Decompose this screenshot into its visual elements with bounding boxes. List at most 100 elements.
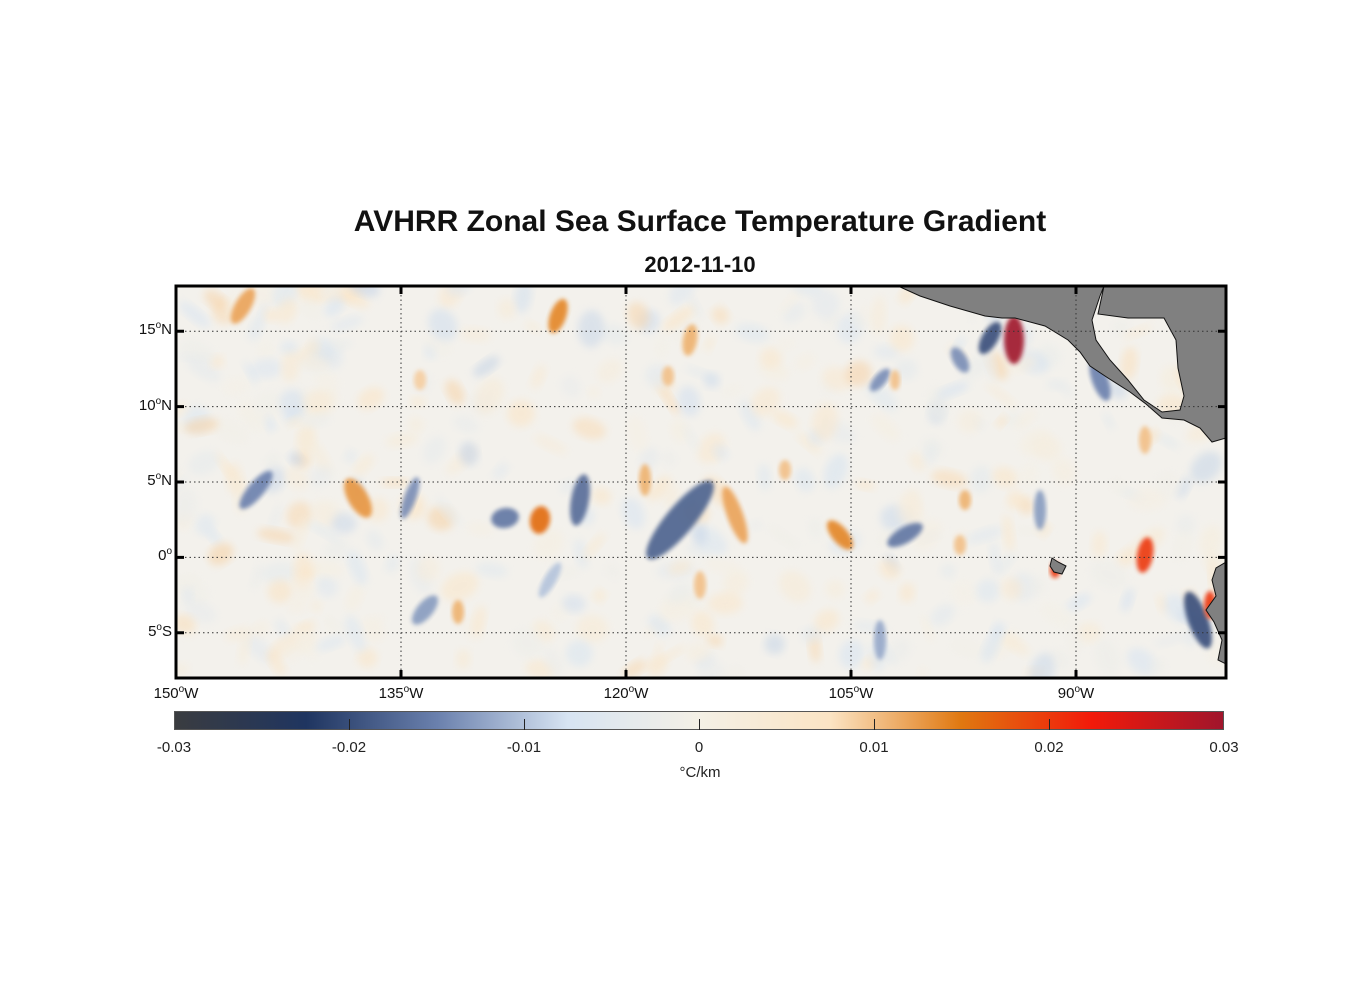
gradient-patch xyxy=(473,356,500,377)
axis-ticks xyxy=(174,286,1226,678)
gradient-patch xyxy=(208,543,234,566)
gradient-patch xyxy=(533,528,564,560)
gradient-patch xyxy=(309,465,333,487)
gradient-patch xyxy=(923,442,938,465)
gradient-patch xyxy=(1121,587,1135,612)
gradient-patch xyxy=(310,600,323,613)
gradient-patch xyxy=(280,340,298,356)
gradient-patch xyxy=(871,296,886,336)
gradient-patch xyxy=(560,375,581,398)
gradient-patch xyxy=(184,417,219,435)
gradient-patch xyxy=(428,308,458,341)
gradient-feature xyxy=(779,460,791,480)
gradient-patch xyxy=(423,436,446,464)
land-mask xyxy=(897,286,1226,665)
gradient-patch xyxy=(319,286,347,301)
gradient-patch xyxy=(639,447,659,470)
colorbar-units: °C/km xyxy=(679,764,721,781)
gradient-patch xyxy=(996,415,1008,428)
gradient-feature xyxy=(529,506,551,534)
gradient-feature xyxy=(400,477,420,519)
gradient-patch xyxy=(855,480,876,490)
gradient-patch xyxy=(601,324,628,345)
gradient-patch xyxy=(654,642,663,657)
colorbar-tick-mark xyxy=(1049,719,1050,730)
gradient-patch xyxy=(267,650,286,676)
gradient-patch xyxy=(288,451,304,468)
gradient-patch xyxy=(176,487,198,524)
gradient-feature xyxy=(230,288,256,324)
gradient-patch xyxy=(627,302,650,330)
gradient-patch xyxy=(889,325,914,352)
gradient-patch xyxy=(662,305,695,332)
gradient-patch xyxy=(648,614,671,636)
gradient-patch xyxy=(1001,577,1023,600)
lon-label: 90oW xyxy=(1057,684,1095,702)
gradient-patch xyxy=(662,485,680,507)
gradient-patch xyxy=(735,323,770,343)
gradient-patch xyxy=(188,450,220,476)
gradient-patch xyxy=(751,387,781,417)
map-subtitle: 2012-11-10 xyxy=(644,252,756,277)
gradient-patch xyxy=(299,298,322,319)
gradient-patch xyxy=(184,600,217,624)
gradient-patch xyxy=(936,381,970,399)
gradient-feature xyxy=(411,595,439,625)
gradient-feature xyxy=(959,490,971,510)
lat-label: 0o xyxy=(158,546,172,565)
gradient-patch xyxy=(459,441,479,466)
gradient-patch xyxy=(363,621,385,643)
gradient-patch xyxy=(310,501,336,526)
gradient-patch xyxy=(708,592,743,615)
gradient-patch xyxy=(543,646,564,676)
gradient-patch xyxy=(704,335,715,352)
gradient-patch xyxy=(899,582,915,603)
gradient-feature xyxy=(954,535,966,555)
colorbar-tick-mark xyxy=(874,719,875,730)
colorbar-tick-label: 0.02 xyxy=(1034,739,1064,756)
gradient-patch xyxy=(686,642,712,663)
gradient-patch xyxy=(706,634,724,647)
gradient-feature xyxy=(570,474,590,526)
galapagos-land xyxy=(1049,557,1067,575)
gradient-patch xyxy=(511,628,543,658)
gradient-patch xyxy=(894,358,918,381)
gradient-patch xyxy=(916,666,928,678)
gradient-patch xyxy=(1190,451,1222,483)
gradient-patch xyxy=(263,453,281,470)
gradient-patch xyxy=(316,635,347,651)
gradient-patch xyxy=(1029,652,1055,678)
gradient-patch xyxy=(931,469,968,488)
gradient-patch xyxy=(723,570,748,596)
gradient-patch xyxy=(366,530,384,551)
gradient-patch xyxy=(455,649,471,670)
gradient-patch xyxy=(921,615,934,642)
gradient-feature xyxy=(239,470,273,510)
gradient-patch xyxy=(407,416,424,433)
gradient-patch xyxy=(576,614,609,643)
gradient-patch xyxy=(1176,514,1196,536)
gradient-patch xyxy=(533,434,567,455)
gradient-patch xyxy=(352,454,375,477)
gradient-patch xyxy=(965,526,1004,544)
gradient-feature xyxy=(491,507,519,529)
colorbar-tick-label: -0.02 xyxy=(331,739,367,756)
gradient-feature xyxy=(344,478,372,518)
gradient-patch xyxy=(325,615,335,634)
gradient-patch xyxy=(722,384,742,397)
gradient-patch xyxy=(572,417,606,440)
gradient-patch xyxy=(441,571,479,602)
gradient-patch xyxy=(811,289,840,319)
gradient-patch xyxy=(764,633,785,655)
gradient-patch xyxy=(814,609,839,632)
gradient-patch xyxy=(668,560,692,575)
gradient-patch xyxy=(293,578,315,601)
gradient-patch xyxy=(565,640,593,667)
gradient-patch xyxy=(779,286,803,314)
gradient-patch xyxy=(582,533,606,559)
gradient-patch xyxy=(1176,477,1191,499)
gradient-patch xyxy=(845,360,872,387)
gradient-patch xyxy=(345,584,364,612)
gradient-feature xyxy=(890,370,900,390)
gradient-patch xyxy=(871,413,900,441)
